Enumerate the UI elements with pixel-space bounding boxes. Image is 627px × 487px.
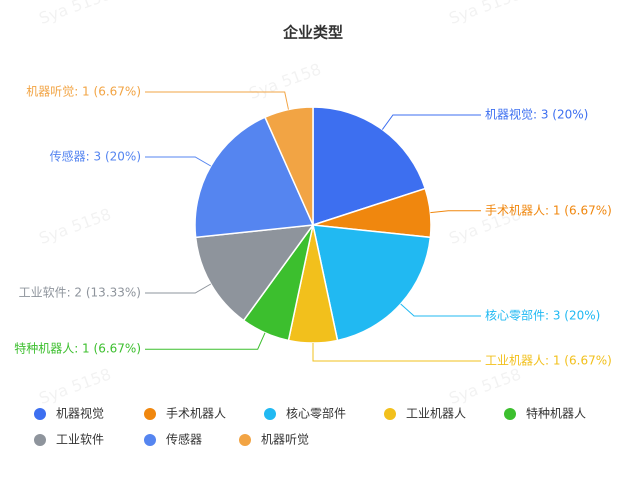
pie-slice (312, 106, 427, 227)
leader-line (312, 343, 481, 362)
leader-line (381, 114, 481, 130)
leader-line (400, 303, 481, 317)
legend-marker (34, 434, 46, 446)
slice-label: 特种机器人: 1 (6.67%) (14, 341, 141, 356)
legend-label: 工业机器人 (406, 407, 466, 421)
legend-label: 工业软件 (56, 433, 104, 447)
chart-title: 企业类型 (282, 24, 343, 42)
legend-marker (264, 408, 276, 420)
legend-marker (34, 408, 46, 420)
legend-label: 手术机器人 (166, 407, 226, 421)
leader-line (145, 332, 266, 350)
pie-slice (194, 116, 315, 239)
slice-label: 机器听觉: 1 (6.67%) (26, 84, 141, 98)
legend-label: 特种机器人 (526, 406, 586, 421)
pie-slice (264, 106, 314, 226)
leader-line (145, 156, 212, 167)
leader-line (430, 210, 481, 214)
legend-label: 传感器 (166, 432, 202, 447)
pie-slice (194, 224, 315, 322)
slice-label: 工业机器人: 1 (6.67%) (485, 354, 612, 368)
legend-label: 核心零部件 (286, 406, 346, 421)
slice-label: 传感器: 3 (20%) (50, 149, 141, 164)
pie-slice (312, 224, 432, 342)
slice-label: 核心零部件: 3 (20%) (485, 308, 600, 323)
legend-label: 机器听觉 (261, 433, 309, 447)
legend-marker (239, 434, 251, 446)
legend-marker (144, 434, 156, 446)
legend-marker (504, 408, 516, 420)
leader-line (145, 283, 212, 294)
legend-label: 机器视觉 (56, 406, 104, 421)
leader-line (145, 91, 289, 110)
legend-marker (384, 408, 396, 420)
slice-label: 手术机器人: 1 (6.67%) (485, 203, 612, 217)
legend-marker (144, 408, 156, 420)
slice-label: 工业软件: 2 (13.33%) (19, 286, 141, 300)
slice-label: 机器视觉: 3 (20%) (485, 106, 588, 121)
